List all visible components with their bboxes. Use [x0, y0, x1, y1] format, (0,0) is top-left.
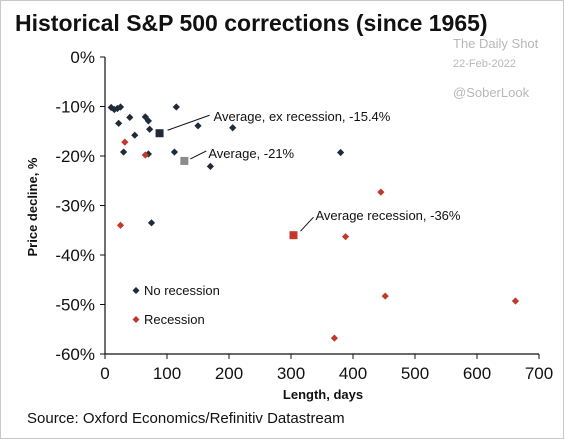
data-point-no-recession [206, 162, 214, 170]
y-tick-label: -20% [55, 147, 95, 166]
x-tick-label: 300 [277, 364, 305, 383]
data-point-no-recession [229, 124, 237, 132]
data-point-no-recession [131, 131, 139, 139]
y-tick-label: -30% [55, 197, 95, 216]
x-tick-label: 500 [401, 364, 429, 383]
source-note: Source: Oxford Economics/Refinitiv Datas… [27, 410, 345, 427]
watermark-date: 22-Feb-2022 [453, 58, 516, 70]
data-point-no-recession [126, 113, 134, 121]
average-all-label: Average, -21% [208, 146, 294, 161]
data-point-recession [341, 233, 350, 241]
average-recession-label: Average recession, -36% [315, 208, 460, 223]
y-tick-label: -50% [55, 296, 95, 315]
legend: No recession Recession [132, 283, 220, 327]
chart-title: Historical S&P 500 corrections (since 19… [15, 10, 488, 36]
data-point-recession [141, 151, 149, 159]
axes-layer: 0% -10% -20% -30% -40% -50% -60% 0 100 200 300 400 5… [55, 48, 553, 383]
y-tick-label: 0% [70, 48, 95, 67]
data-point-recession [511, 297, 520, 305]
average-all-leader [190, 150, 207, 160]
average-ex-recession-marker [155, 129, 164, 138]
data-point-recession [121, 138, 129, 146]
data-point-no-recession [172, 103, 180, 111]
average-ex-recession-leader [167, 114, 210, 131]
data-point-no-recession [115, 119, 123, 127]
x-tick-label: 0 [100, 364, 109, 383]
data-point-no-recession [147, 219, 156, 227]
x-axis-title: Length, days [283, 387, 363, 402]
x-tick-label: 100 [153, 364, 181, 383]
data-point-no-recession [120, 148, 128, 156]
x-tick-label: 700 [525, 364, 553, 383]
average-recession-leader [300, 216, 314, 232]
points-layer [107, 103, 520, 342]
data-point-no-recession [337, 148, 345, 157]
data-point-recession [330, 334, 338, 342]
average-ex-recession-label: Average, ex recession, -15.4% [214, 109, 391, 124]
legend-marker-recession [132, 316, 140, 323]
x-tick-label: 600 [463, 364, 491, 383]
y-axis-title: Price decline, % [25, 157, 40, 256]
data-point-recession [377, 188, 385, 196]
y-tick-label: -60% [55, 345, 95, 364]
data-point-no-recession [170, 148, 179, 156]
data-point-no-recession [116, 103, 125, 111]
average-recession-marker [289, 231, 298, 240]
legend-marker-no-recession [132, 287, 140, 294]
watermark-brand: The Daily Shot [453, 36, 539, 51]
average-all-marker [180, 156, 189, 165]
data-point-no-recession [144, 117, 152, 125]
x-tick-label: 400 [339, 364, 367, 383]
watermark-handle: @SoberLook [453, 85, 530, 100]
legend-label-recession: Recession [144, 312, 205, 327]
data-point-no-recession [146, 125, 154, 133]
y-tick-label: -10% [55, 98, 95, 117]
data-point-recession [381, 292, 389, 300]
legend-label-no-recession: No recession [144, 283, 220, 298]
annotation-layer: Average, ex recession, -15.4% Average, -2… [167, 109, 461, 232]
y-tick-label: -40% [55, 246, 95, 265]
x-tick-label: 200 [215, 364, 243, 383]
data-point-recession [116, 221, 125, 229]
data-point-no-recession [194, 122, 202, 130]
